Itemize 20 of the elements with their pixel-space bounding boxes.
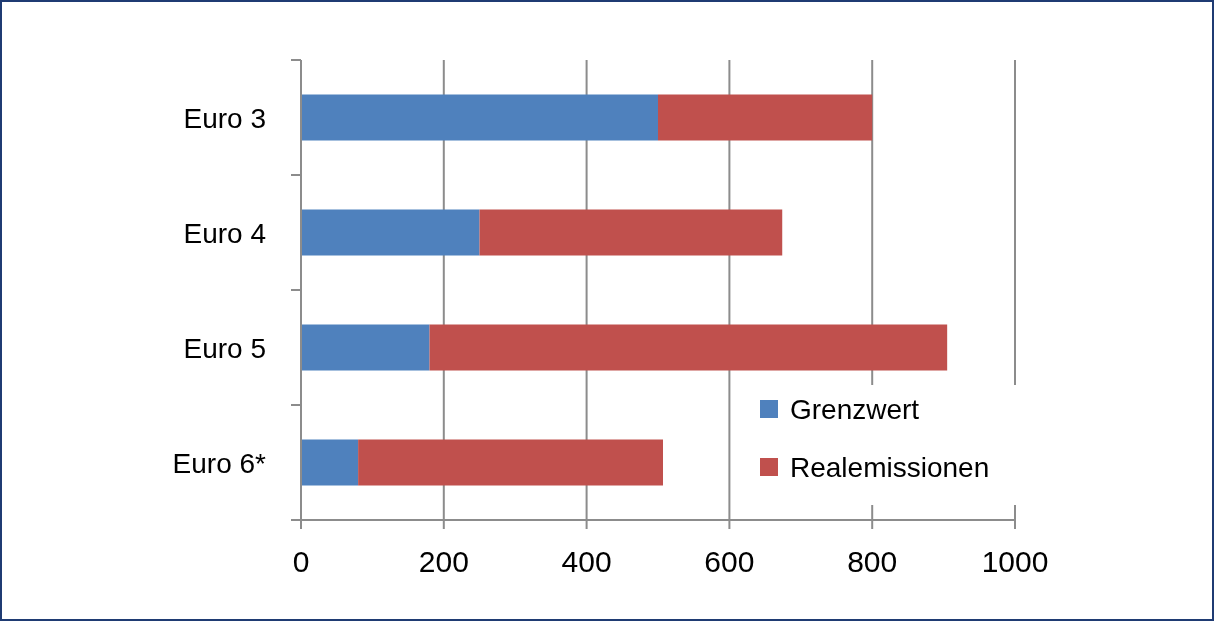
bar bbox=[429, 324, 948, 371]
x-tick-label: 1000 bbox=[981, 545, 1049, 578]
x-tick-label: 800 bbox=[847, 545, 898, 578]
x-tick-label: 200 bbox=[418, 545, 469, 578]
bar bbox=[358, 439, 663, 486]
bar bbox=[658, 94, 873, 141]
y-tick-label: Euro 4 bbox=[183, 217, 266, 249]
y-tick-label: Euro 6* bbox=[172, 447, 267, 479]
y-tick-label: Euro 5 bbox=[183, 332, 266, 364]
x-tick-label: 400 bbox=[561, 545, 612, 578]
y-tick-label: Euro 3 bbox=[183, 102, 266, 134]
bar bbox=[301, 94, 658, 141]
x-tick-label: 600 bbox=[704, 545, 755, 578]
legend-label: Grenzwert bbox=[790, 394, 920, 425]
bar bbox=[301, 439, 359, 486]
x-tick-label: 0 bbox=[292, 545, 310, 578]
legend-label: Realemissionen bbox=[790, 452, 990, 483]
bar bbox=[301, 324, 430, 371]
bar bbox=[479, 209, 783, 256]
bar bbox=[301, 209, 480, 256]
